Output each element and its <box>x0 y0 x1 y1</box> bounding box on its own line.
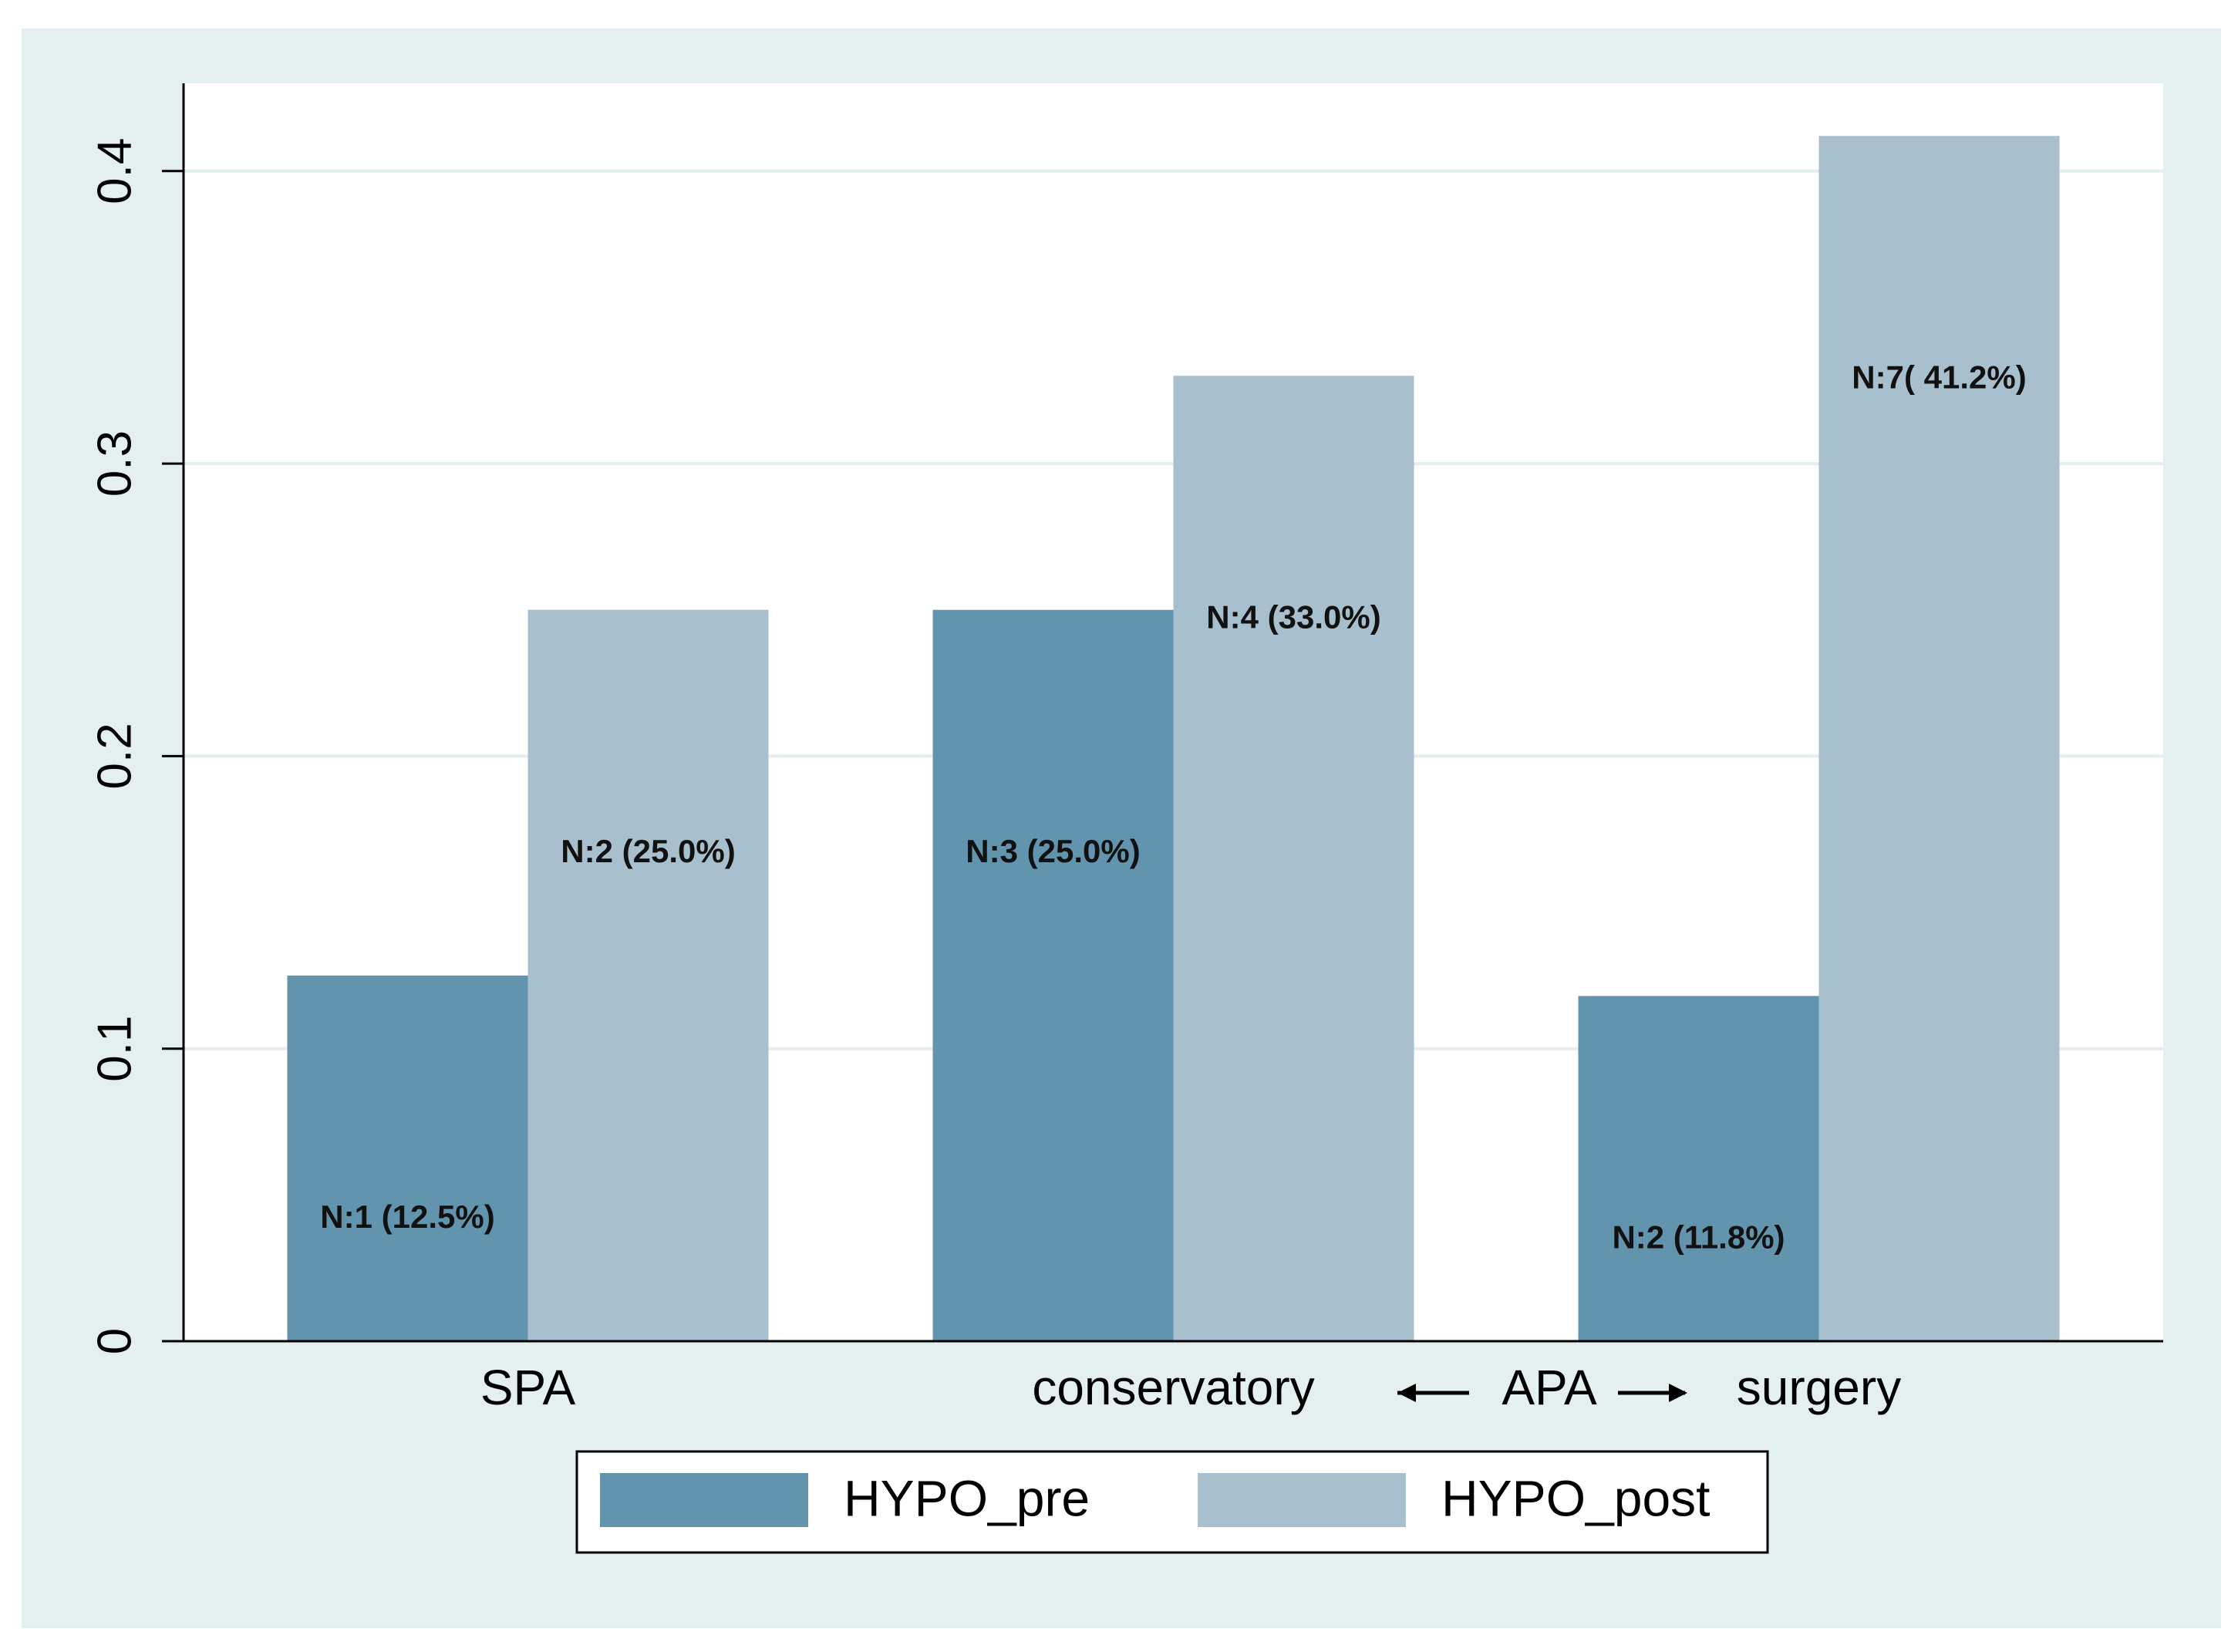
bar <box>527 609 769 1341</box>
arrow-right-head <box>1669 1384 1687 1402</box>
legend <box>575 1450 1769 1554</box>
bar <box>1578 996 1819 1341</box>
y-tick-label: 0 <box>88 1328 141 1354</box>
legend-label: HYPO_pre <box>844 1469 1090 1526</box>
x-tick-label: surgery <box>1737 1360 1901 1415</box>
data-label: N:2 (25.0%) <box>561 833 735 869</box>
legend-swatch <box>1198 1473 1406 1527</box>
data-label: N:4 (33.0%) <box>1206 598 1380 635</box>
arrow-left-head <box>1397 1384 1416 1402</box>
x-tick-label: SPA <box>480 1360 576 1415</box>
x-tick-label: conservatory <box>1032 1360 1314 1415</box>
y-tick-label: 0.1 <box>88 1016 141 1082</box>
y-tick-label: 0.2 <box>88 723 141 789</box>
data-label: N:2 (11.8%) <box>1612 1219 1785 1256</box>
bar <box>932 609 1174 1341</box>
y-tick-label: 0.4 <box>88 138 141 204</box>
bar <box>287 975 528 1341</box>
bar <box>1818 136 2060 1341</box>
axis-annotation: APA <box>1502 1360 1597 1415</box>
data-label: N:7( 41.2%) <box>1852 359 2026 395</box>
legend-label: HYPO_post <box>1441 1469 1711 1526</box>
legend-swatch <box>600 1473 808 1527</box>
data-label: N:3 (25.0%) <box>966 833 1140 869</box>
y-tick-label: 0.3 <box>88 430 141 497</box>
data-label: N:1 (12.5%) <box>320 1199 494 1235</box>
bar <box>1173 376 1414 1341</box>
